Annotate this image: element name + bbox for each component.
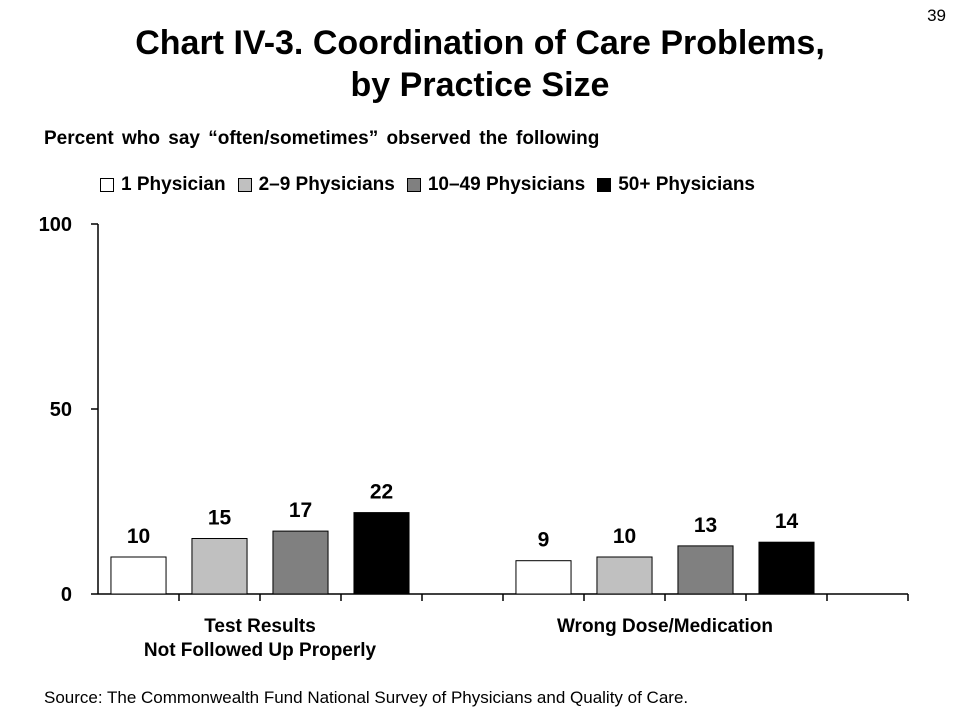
legend: 1 Physician 2–9 Physicians 10–49 Physici… [100,174,767,196]
legend-label-50-plus-physicians: 50+ Physicians [618,174,756,195]
data-label-2-9-physicians-cat-1: 15 [208,507,232,530]
legend-item-1-physician: 1 Physician [100,174,226,196]
chart-title-line-1: Chart IV-3. Coordination of Care Problem… [135,24,825,62]
bar-2-9-physicians-cat-1 [191,538,248,595]
legend-swatch-10-49-physicians [406,178,421,192]
data-label-10-49-physicians-cat-2: 13 [694,514,717,537]
legend-swatch-1-physician [100,178,114,192]
category-label-1-line-1: Test Results [204,616,316,637]
data-label-10-49-physicians-cat-1: 17 [289,499,312,522]
bar-10-49-physicians-cat-2 [677,545,734,595]
source-note: Source: The Commonwealth Fund National S… [44,688,689,707]
y-tick-label-50: 50 [50,399,72,421]
chart-subtitle: Percent who say “often/sometimes” observ… [44,128,600,149]
legend-label-1-physician: 1 Physician [121,174,226,195]
data-label-50-plus-physicians-cat-2: 14 [775,510,799,533]
data-label-1-physician-cat-2: 9 [538,529,550,552]
bar-2-9-physicians-cat-2 [596,556,653,595]
y-tick-label-100: 100 [39,214,72,236]
chart-title-line-2: by Practice Size [350,66,610,104]
bar-1-physician-cat-2 [515,560,572,595]
category-label-2-line-1: Wrong Dose/Medication [557,616,773,637]
data-label-50-plus-physicians-cat-1: 22 [370,481,393,504]
bar-10-49-physicians-cat-1 [272,530,329,595]
y-tick-label-0: 0 [61,584,72,606]
legend-label-2-9-physicians: 2–9 Physicians [258,174,395,195]
chart-title: Chart IV-3. Coordination of Care Problem… [0,22,960,106]
category-label-2: Wrong Dose/Medication [557,616,773,637]
legend-swatch-50-plus-physicians [597,178,612,192]
data-label-1-physician-cat-1: 10 [127,525,150,548]
legend-label-10-49-physicians: 10–49 Physicians [427,174,586,195]
data-label-2-9-physicians-cat-2: 10 [613,525,636,548]
legend-item-10-49-physicians: 10–49 Physicians [406,174,586,196]
page-number: 39 [927,6,946,25]
legend-item-2-9-physicians: 2–9 Physicians [237,174,395,196]
bar-50-plus-physicians-cat-2 [758,541,815,595]
bar-50-plus-physicians-cat-1 [353,512,410,595]
legend-item-50-plus-physicians: 50+ Physicians [597,174,755,196]
bar-1-physician-cat-1 [110,556,167,595]
category-label-1: Test Results Not Followed Up Properly [144,616,377,661]
legend-swatch-2-9-physicians [237,178,252,192]
category-label-1-line-2: Not Followed Up Properly [144,640,377,661]
